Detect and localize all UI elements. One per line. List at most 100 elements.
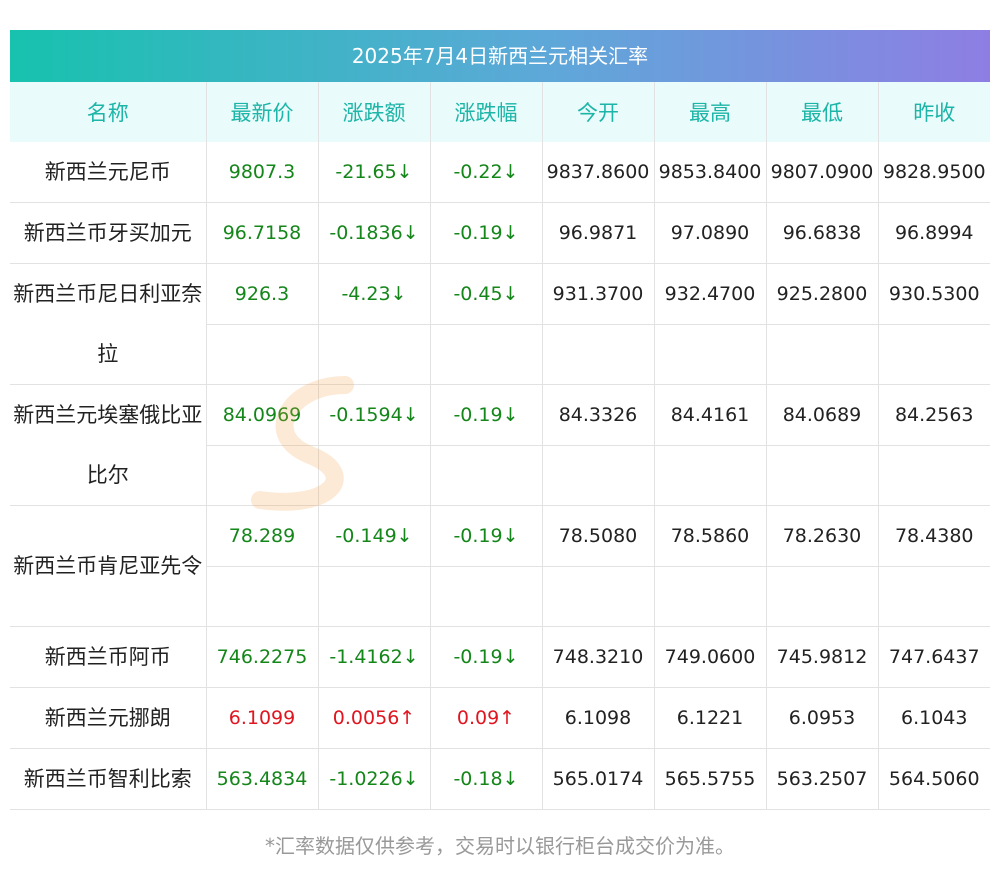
cell-low: 84.0689 [766, 384, 879, 506]
currency-name: 新西兰元埃塞俄比亚比尔 [10, 384, 207, 506]
cell-change-value: -0.1594↓ [318, 385, 430, 446]
cell-latest: 6.1099 [206, 687, 319, 749]
currency-name: 新西兰币阿币 [10, 626, 207, 688]
cell-latest: 84.0969 [206, 384, 319, 506]
currency-name: 新西兰元尼币 [10, 142, 207, 203]
cell-prev: 930.5300 [878, 263, 990, 385]
currency-name: 新西兰元挪朗 [10, 687, 207, 749]
cell-open: 931.3700 [542, 263, 655, 385]
cell-open-value: 931.3700 [542, 264, 654, 325]
table-row: 新西兰币肯尼亚先令 78.289 -0.149↓ -0.19↓ 78.5080 78.58… [10, 505, 990, 627]
header-latest: 最新价 [206, 82, 319, 142]
cell-high: 932.4700 [654, 263, 767, 385]
cell-low-value: 84.0689 [766, 385, 878, 446]
cell-high: 97.0890 [654, 202, 767, 264]
cell-low: 78.2630 [766, 505, 879, 627]
cell-prev-value: 78.4380 [878, 506, 990, 567]
header-pct: 涨跌幅 [430, 82, 543, 142]
cell-latest: 9807.3 [206, 142, 319, 203]
cell-prev-value: 930.5300 [878, 264, 990, 325]
cell-change: 0.0056↑ [318, 687, 431, 749]
table-row: 新西兰币尼日利亚奈拉 926.3 -4.23↓ -0.45↓ 931.3700 932.4… [10, 263, 990, 385]
table-row: 新西兰币智利比索 563.4834 -1.0226↓ -0.18↓ 565.0174 56… [10, 748, 990, 810]
cell-pct: -0.19↓ [430, 202, 543, 264]
header-prev: 昨收 [878, 82, 990, 142]
cell-high: 84.4161 [654, 384, 767, 506]
cell-low: 563.2507 [766, 748, 879, 810]
cell-open-value: 84.3326 [542, 385, 654, 446]
cell-low: 9807.0900 [766, 142, 879, 203]
cell-high: 6.1221 [654, 687, 767, 749]
cell-prev: 564.5060 [878, 748, 990, 810]
cell-latest: 563.4834 [206, 748, 319, 810]
cell-change: -1.4162↓ [318, 626, 431, 688]
cell-pct-value: -0.19↓ [430, 506, 542, 567]
table-row: 新西兰元埃塞俄比亚比尔 84.0969 -0.1594↓ -0.19↓ 84.3326 8… [10, 384, 990, 506]
header-row: 名称 最新价 涨跌额 涨跌幅 今开 最高 最低 昨收 [10, 82, 990, 142]
cell-change: -0.1594↓ [318, 384, 431, 506]
cell-open: 748.3210 [542, 626, 655, 688]
cell-low: 745.9812 [766, 626, 879, 688]
cell-prev: 96.8994 [878, 202, 990, 264]
cell-low: 96.6838 [766, 202, 879, 264]
cell-high: 9853.8400 [654, 142, 767, 203]
cell-high: 565.5755 [654, 748, 767, 810]
header-open: 今开 [542, 82, 655, 142]
currency-name: 新西兰币肯尼亚先令 [10, 505, 207, 627]
header-high: 最高 [654, 82, 767, 142]
cell-change: -0.1836↓ [318, 202, 431, 264]
disclaimer: *汇率数据仅供参考，交易时以银行柜台成交价为准。 [265, 834, 735, 858]
table-row: 新西兰元挪朗 6.1099 0.0056↑ 0.09↑ 6.1098 6.1221 6.09… [10, 687, 990, 749]
cell-open: 565.0174 [542, 748, 655, 810]
cell-pct: -0.19↓ [430, 626, 543, 688]
cell-high-value: 78.5860 [654, 506, 766, 567]
cell-low-value: 925.2800 [766, 264, 878, 325]
cell-latest-value: 78.289 [206, 506, 318, 567]
cell-prev: 9828.9500 [878, 142, 990, 203]
currency-name: 新西兰币尼日利亚奈拉 [10, 263, 207, 385]
cell-latest: 746.2275 [206, 626, 319, 688]
header-name: 名称 [10, 82, 207, 142]
cell-high-value: 932.4700 [654, 264, 766, 325]
cell-prev: 6.1043 [878, 687, 990, 749]
cell-change: -1.0226↓ [318, 748, 431, 810]
cell-latest-value: 926.3 [206, 264, 318, 325]
cell-latest: 926.3 [206, 263, 319, 385]
cell-low: 925.2800 [766, 263, 879, 385]
cell-change: -4.23↓ [318, 263, 431, 385]
currency-name: 新西兰币智利比索 [10, 748, 207, 810]
header-change: 涨跌额 [318, 82, 431, 142]
cell-open-value: 78.5080 [542, 506, 654, 567]
cell-open: 96.9871 [542, 202, 655, 264]
cell-latest: 78.289 [206, 505, 319, 627]
cell-change: -21.65↓ [318, 142, 431, 203]
cell-pct: -0.22↓ [430, 142, 543, 203]
cell-pct: -0.19↓ [430, 384, 543, 506]
cell-pct: -0.19↓ [430, 505, 543, 627]
cell-open: 84.3326 [542, 384, 655, 506]
cell-prev-value: 84.2563 [878, 385, 990, 446]
rates-table: 名称 最新价 涨跌额 涨跌幅 今开 最高 最低 昨收 新西兰元尼币 9807.3-… [10, 82, 990, 810]
cell-prev: 84.2563 [878, 384, 990, 506]
currency-name: 新西兰币牙买加元 [10, 202, 207, 264]
cell-change-value: -4.23↓ [318, 264, 430, 325]
cell-high-value: 84.4161 [654, 385, 766, 446]
table-row: 新西兰币阿币 746.2275 -1.4162↓ -0.19↓ 748.3210 749.… [10, 626, 990, 688]
cell-open: 6.1098 [542, 687, 655, 749]
cell-pct-value: -0.19↓ [430, 385, 542, 446]
cell-latest: 96.7158 [206, 202, 319, 264]
cell-open: 9837.8600 [542, 142, 655, 203]
cell-pct-value: -0.45↓ [430, 264, 542, 325]
cell-latest-value: 84.0969 [206, 385, 318, 446]
header-low: 最低 [766, 82, 879, 142]
table-title: 2025年7月4日新西兰元相关汇率 [10, 30, 990, 82]
cell-low: 6.0953 [766, 687, 879, 749]
cell-pct: 0.09↑ [430, 687, 543, 749]
cell-low-value: 78.2630 [766, 506, 878, 567]
cell-change-value: -0.149↓ [318, 506, 430, 567]
table-row: 新西兰币牙买加元 96.7158 -0.1836↓ -0.19↓ 96.9871 97.0… [10, 202, 990, 264]
cell-change: -0.149↓ [318, 505, 431, 627]
cell-high: 78.5860 [654, 505, 767, 627]
cell-pct: -0.18↓ [430, 748, 543, 810]
cell-high: 749.0600 [654, 626, 767, 688]
